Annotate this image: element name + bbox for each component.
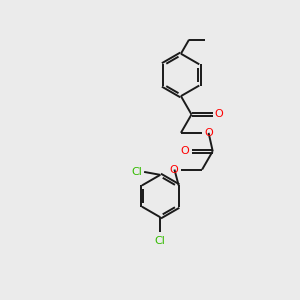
Text: O: O: [169, 165, 178, 175]
Text: O: O: [215, 110, 224, 119]
Text: O: O: [180, 146, 189, 156]
Text: O: O: [204, 128, 213, 138]
Text: Cl: Cl: [131, 167, 142, 177]
Text: Cl: Cl: [155, 236, 166, 245]
